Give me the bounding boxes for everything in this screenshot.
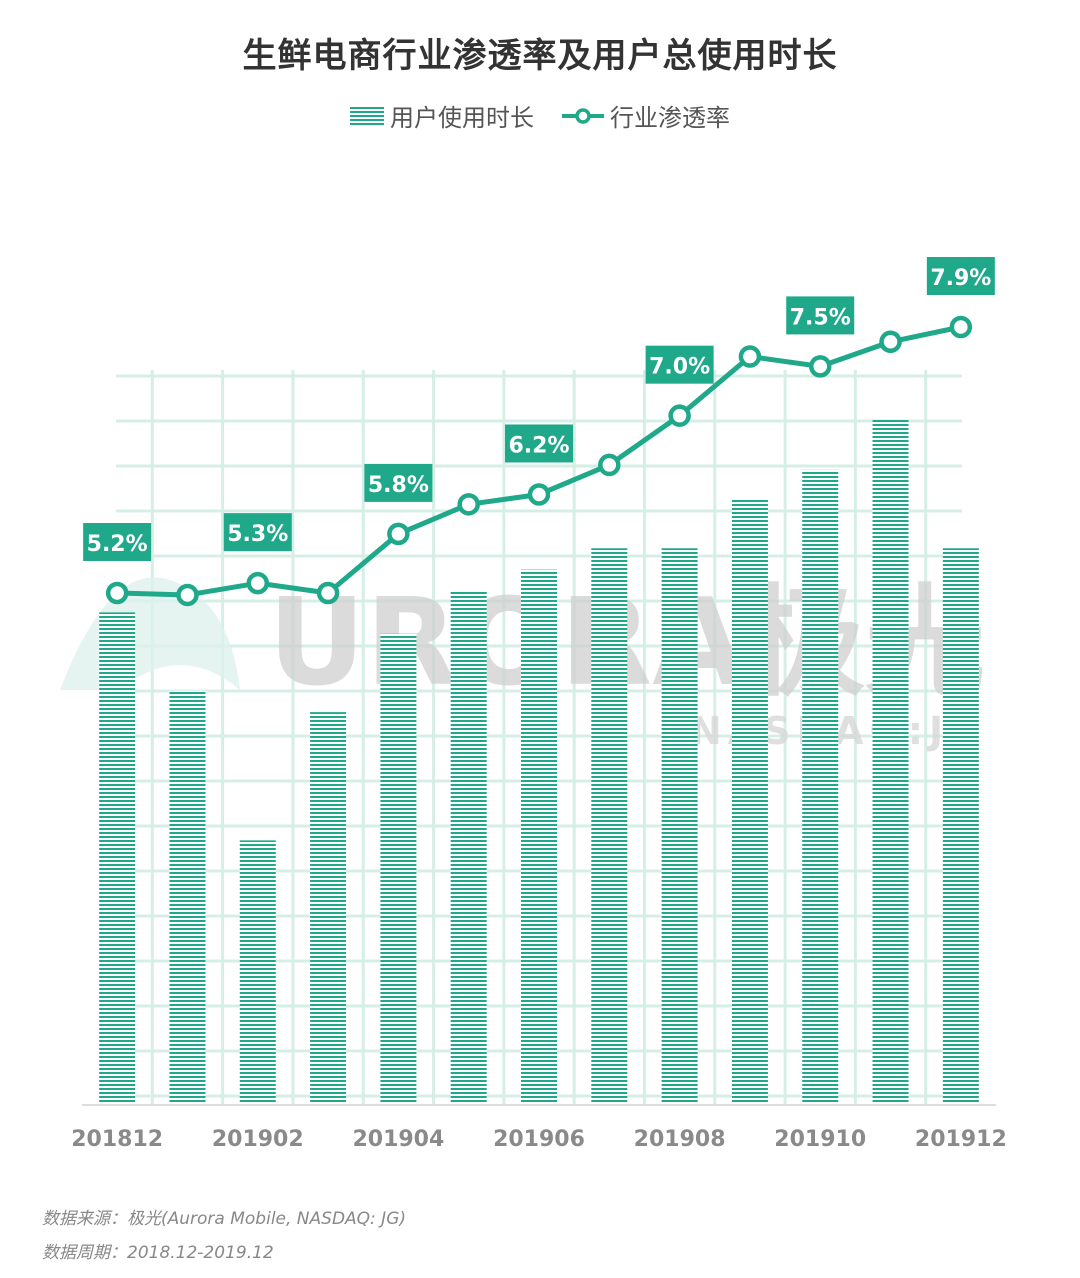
x-tick-label: 201906 [493, 1127, 585, 1152]
bar-201906[interactable] [521, 569, 557, 1104]
bar-201812[interactable] [99, 612, 136, 1104]
source-note: 数据来源：极光(Aurora Mobile, NASDAQ: JG) [42, 1209, 406, 1229]
data-label-badge [83, 523, 152, 561]
bar-201901[interactable] [169, 690, 206, 1104]
legend-bar-label: 用户使用时长 [390, 104, 534, 132]
period-note: 数据周期：2018.12-2019.12 [42, 1243, 274, 1263]
chart-title: 生鲜电商行业渗透率及用户总使用时长 [242, 36, 838, 76]
line-point-201904[interactable] [387, 522, 410, 546]
line-swatch-icon [562, 107, 604, 124]
bar-201907[interactable] [591, 548, 628, 1104]
line-point-201910[interactable] [808, 355, 832, 378]
legend-item-bars[interactable]: 用户使用时长 [350, 98, 534, 133]
data-label-badge [364, 463, 433, 502]
line-point-201901[interactable] [176, 583, 199, 607]
data-label: 5.8% [368, 473, 429, 498]
data-label-badge [223, 513, 292, 552]
line-point-201905[interactable] [457, 493, 480, 516]
x-tick-label: 201902 [212, 1127, 304, 1152]
bar-201909[interactable] [731, 498, 768, 1104]
data-label-badge [786, 296, 855, 335]
bar-201902[interactable] [239, 840, 276, 1104]
line-point-201902[interactable] [246, 571, 270, 595]
data-label: 7.5% [790, 305, 851, 330]
bar-201910[interactable] [802, 469, 839, 1104]
line-point-201907[interactable] [598, 453, 621, 477]
data-label: 5.2% [87, 532, 148, 557]
line-point-201909[interactable] [738, 345, 762, 368]
x-tick-label: 201912 [915, 1127, 1007, 1152]
line-point-201903[interactable] [316, 581, 340, 605]
line-point-201911[interactable] [879, 330, 902, 354]
line-point-201908[interactable] [668, 404, 691, 427]
data-label: 7.0% [649, 355, 710, 380]
bar-201903[interactable] [310, 712, 347, 1104]
bar-201908[interactable] [661, 548, 698, 1104]
data-label-badge [645, 345, 714, 384]
bar-201911[interactable] [872, 420, 909, 1104]
data-label: 5.3% [227, 522, 288, 547]
x-tick-label: 201910 [774, 1127, 866, 1152]
data-label: 6.2% [508, 433, 569, 458]
bar-swatch-icon [350, 106, 384, 125]
data-label-badge [926, 257, 995, 295]
legend: 用户使用时长 行业渗透率 [0, 98, 1080, 133]
bar-201905[interactable] [450, 591, 487, 1104]
line-point-201812[interactable] [105, 581, 129, 605]
bar-201904[interactable] [380, 633, 417, 1104]
legend-item-line[interactable]: 行业渗透率 [562, 98, 730, 133]
data-label-badge [505, 424, 573, 463]
data-label: 7.9% [930, 266, 991, 291]
x-tick-label: 201812 [71, 1127, 163, 1152]
legend-line-label: 行业渗透率 [610, 104, 730, 132]
line-point-201912[interactable] [949, 315, 973, 339]
line-point-201906[interactable] [527, 483, 551, 506]
x-tick-label: 201908 [634, 1127, 726, 1152]
bar-201912[interactable] [942, 548, 979, 1104]
x-tick-label: 201904 [352, 1127, 444, 1152]
